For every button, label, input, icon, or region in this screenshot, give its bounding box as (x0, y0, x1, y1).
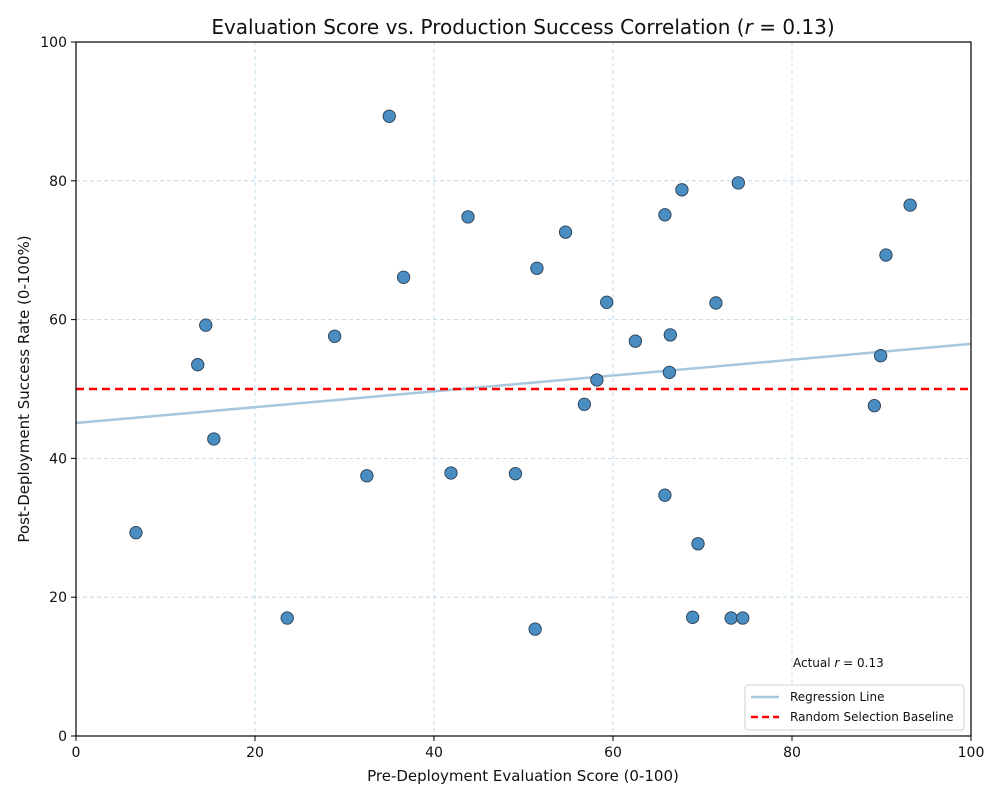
data-point (396, 270, 411, 284)
data-point (129, 526, 143, 540)
data-point (382, 109, 396, 123)
data-point (199, 318, 213, 332)
y-tick-label: 100 (40, 35, 67, 51)
legend: Regression Line Random Selection Baselin… (744, 684, 965, 731)
data-point (530, 261, 544, 275)
data-point (280, 611, 294, 625)
data-point (461, 210, 475, 224)
data-point (873, 349, 888, 363)
data-point (867, 399, 881, 413)
data-point (528, 622, 542, 636)
legend-box (744, 684, 965, 731)
y-tick-label: 80 (49, 174, 67, 190)
data-point (658, 488, 672, 502)
x-tick-label: 20 (246, 745, 264, 761)
y-tick-label: 60 (49, 313, 67, 329)
y-tick-label: 0 (58, 729, 67, 745)
data-point (662, 365, 677, 379)
y-axis-label: Post-Deployment Success Rate (0-100%) (15, 235, 33, 542)
axis-ticks: 0 20 40 60 80 100 0 20 40 60 80 100 (40, 35, 984, 761)
x-tick-label: 0 (72, 745, 81, 761)
chart-title: Evaluation Score vs. Production Success … (211, 15, 834, 39)
plot-frame (75, 41, 972, 737)
data-point (903, 198, 917, 212)
data-point (590, 373, 604, 387)
data-point (207, 432, 221, 446)
data-point (577, 397, 592, 411)
data-point (736, 611, 750, 625)
y-tick-label: 20 (49, 590, 67, 606)
regression-line (75, 342, 972, 425)
data-point (628, 334, 643, 348)
data-point (663, 328, 677, 342)
data-point (360, 469, 374, 483)
data-point (879, 248, 893, 262)
data-point (724, 611, 738, 625)
x-tick-label: 80 (783, 745, 801, 761)
legend-label-regression: Regression Line (790, 690, 884, 704)
data-point (691, 537, 705, 551)
data-point (558, 225, 573, 239)
data-point (731, 176, 745, 190)
x-tick-label: 100 (958, 745, 985, 761)
scatter-points (129, 109, 917, 636)
x-axis-label: Pre-Deployment Evaluation Score (0-100) (367, 767, 679, 785)
series-lines (75, 342, 972, 425)
data-point (508, 467, 523, 481)
data-point (600, 295, 614, 309)
x-tick-label: 40 (425, 745, 443, 761)
data-point (686, 610, 700, 624)
legend-label-baseline: Random Selection Baseline (790, 710, 954, 724)
data-point (658, 208, 672, 222)
data-point (709, 296, 723, 310)
x-tick-label: 60 (604, 745, 622, 761)
data-point (328, 329, 342, 343)
correlation-annotation: Actual r = 0.13 (793, 656, 884, 670)
y-tick-label: 40 (49, 451, 67, 467)
data-point (675, 183, 689, 197)
data-point (444, 466, 458, 480)
data-point (191, 358, 205, 372)
